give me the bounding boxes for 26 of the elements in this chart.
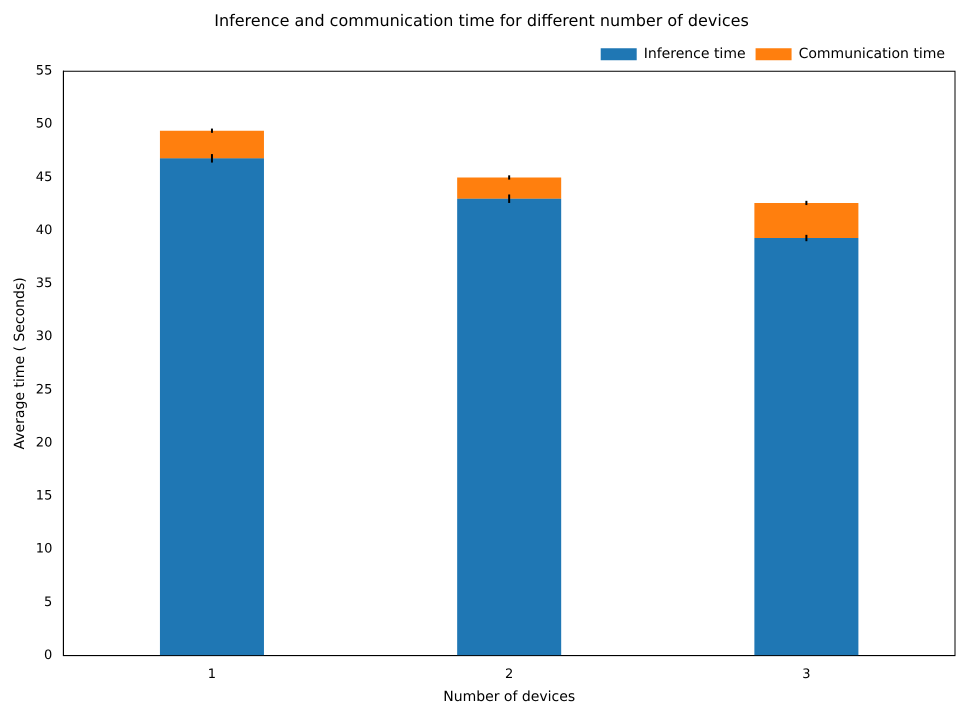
y-tick-label: 5 [44,594,52,610]
y-tick-label: 50 [36,116,52,132]
bar [754,202,858,238]
legend-label: Inference time [644,46,746,62]
y-tick-label: 40 [36,222,52,238]
y-tick-label: 45 [36,170,52,185]
bar [754,238,858,656]
x-axis-title: Number of devices [443,689,576,706]
y-tick-label: 15 [36,488,52,504]
chart-title: Inference and communication time for different number of devices [214,10,749,30]
y-tick-label: 25 [36,382,52,398]
bar [457,198,562,656]
legend-label: Communication time [798,46,946,62]
y-tick-label: 35 [36,276,52,292]
bar [457,177,562,199]
bar [160,130,264,158]
y-tick-label: 20 [36,435,52,450]
x-tick-label: 1 [208,666,216,682]
y-tick-label: 55 [36,64,52,79]
y-tick-label: 10 [36,542,52,557]
x-tick-label: 3 [802,666,811,682]
bar [160,158,264,656]
x-tick-label: 2 [505,666,514,682]
y-tick-label: 0 [44,648,52,663]
y-tick-label: 30 [36,329,52,344]
y-axis-title: Average time ( Seconds) [12,277,28,450]
